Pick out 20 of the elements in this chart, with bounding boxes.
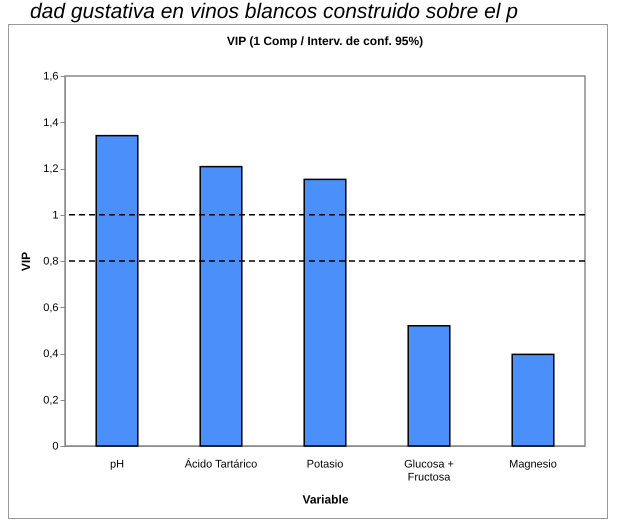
x-tick-label: pH — [110, 458, 124, 470]
y-tick-label: 0,4 — [43, 348, 58, 360]
y-tick-label: 0 — [52, 440, 58, 452]
x-tick-label: Magnesio — [509, 458, 557, 470]
y-tick-label: 1,4 — [43, 116, 58, 129]
y-tick-label: 0,6 — [43, 302, 58, 314]
y-tick-label: 0,2 — [43, 394, 58, 406]
y-tick-label: 1,6 — [43, 70, 58, 82]
x-axis-title: Variable — [302, 492, 349, 506]
y-tick-label: 1 — [52, 209, 58, 222]
y-tick-label: 1,2 — [43, 163, 58, 175]
bar — [407, 325, 451, 447]
x-tick-label: Glucosa + Fructosa — [404, 458, 454, 484]
bar — [511, 354, 555, 447]
x-tick-label: Potasio — [306, 458, 344, 470]
x-tick-label: Ácido Tartárico — [184, 458, 258, 470]
text: dad gustativa en vinos blancos construido sobre el p — [29, 0, 519, 24]
chart-title: VIP (1 Comp / Interv. de conf. 95%) — [226, 34, 424, 48]
y-axis-title: VIP — [19, 252, 34, 272]
y-tick-label: 0,8 — [43, 256, 58, 268]
